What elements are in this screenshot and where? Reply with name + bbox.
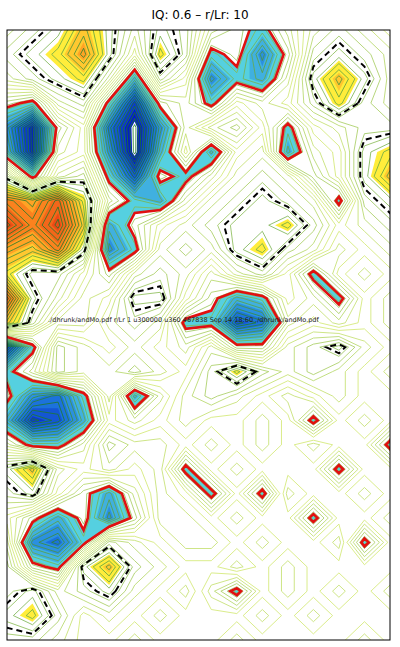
contour-line xyxy=(7,30,390,640)
contour-line xyxy=(7,30,390,640)
contour-line xyxy=(7,30,390,640)
contour-line xyxy=(7,30,390,640)
anticyclone-outline xyxy=(7,30,390,634)
chart: IQ: 0.6 – r/Lr: 10 ./dhrunk/andMo.pdf r/L… xyxy=(0,0,400,647)
contour-line xyxy=(7,30,390,640)
contour-line xyxy=(7,30,390,640)
contour-line xyxy=(7,30,390,619)
plot-area xyxy=(7,30,390,640)
contour-line xyxy=(7,198,69,304)
contour-line xyxy=(7,30,390,640)
contour-fill xyxy=(7,30,390,640)
title: IQ: 0.6 – r/Lr: 10 xyxy=(151,8,248,22)
contour-line xyxy=(7,195,76,313)
cyclone-outline xyxy=(7,30,390,640)
contour-fill xyxy=(7,30,390,640)
contour-line xyxy=(7,30,390,640)
contour-line xyxy=(7,30,390,640)
contour-fill xyxy=(7,30,390,640)
contour-fill xyxy=(7,30,390,640)
contour-line xyxy=(7,207,63,234)
contour-fill xyxy=(7,30,390,640)
contour-line xyxy=(7,30,390,640)
contour-line xyxy=(7,200,66,301)
contour-line xyxy=(7,30,390,631)
contour-fill xyxy=(7,30,390,640)
contour-line xyxy=(7,219,60,228)
contour-line xyxy=(7,30,390,640)
contour-line xyxy=(7,30,390,640)
contour-line xyxy=(7,30,390,640)
contour-line xyxy=(7,36,90,321)
contour-line xyxy=(7,30,390,640)
contour-line xyxy=(7,30,390,640)
contour-line xyxy=(7,30,390,640)
contour-line xyxy=(7,30,390,640)
contour-fill xyxy=(7,30,390,634)
contour-line xyxy=(7,30,390,637)
annotation: ./dhrunk/andMo.pdf r/Lr 1 u300000 u360 4… xyxy=(48,316,319,324)
contour-line xyxy=(7,30,390,640)
contour-fill xyxy=(7,30,390,640)
contour-line xyxy=(7,196,72,308)
contour-line xyxy=(7,30,390,640)
contour-fill xyxy=(7,30,390,640)
contour-fill xyxy=(7,30,390,640)
contour-fill xyxy=(7,30,390,640)
contour-fill xyxy=(7,30,390,640)
contour-line xyxy=(7,30,390,640)
contour-line xyxy=(7,30,390,640)
plot-frame xyxy=(7,30,390,640)
contour-line xyxy=(7,30,390,640)
contour-line xyxy=(7,30,390,640)
contour-fill xyxy=(7,30,390,640)
contour-line xyxy=(7,30,390,640)
contour-line xyxy=(7,30,390,576)
